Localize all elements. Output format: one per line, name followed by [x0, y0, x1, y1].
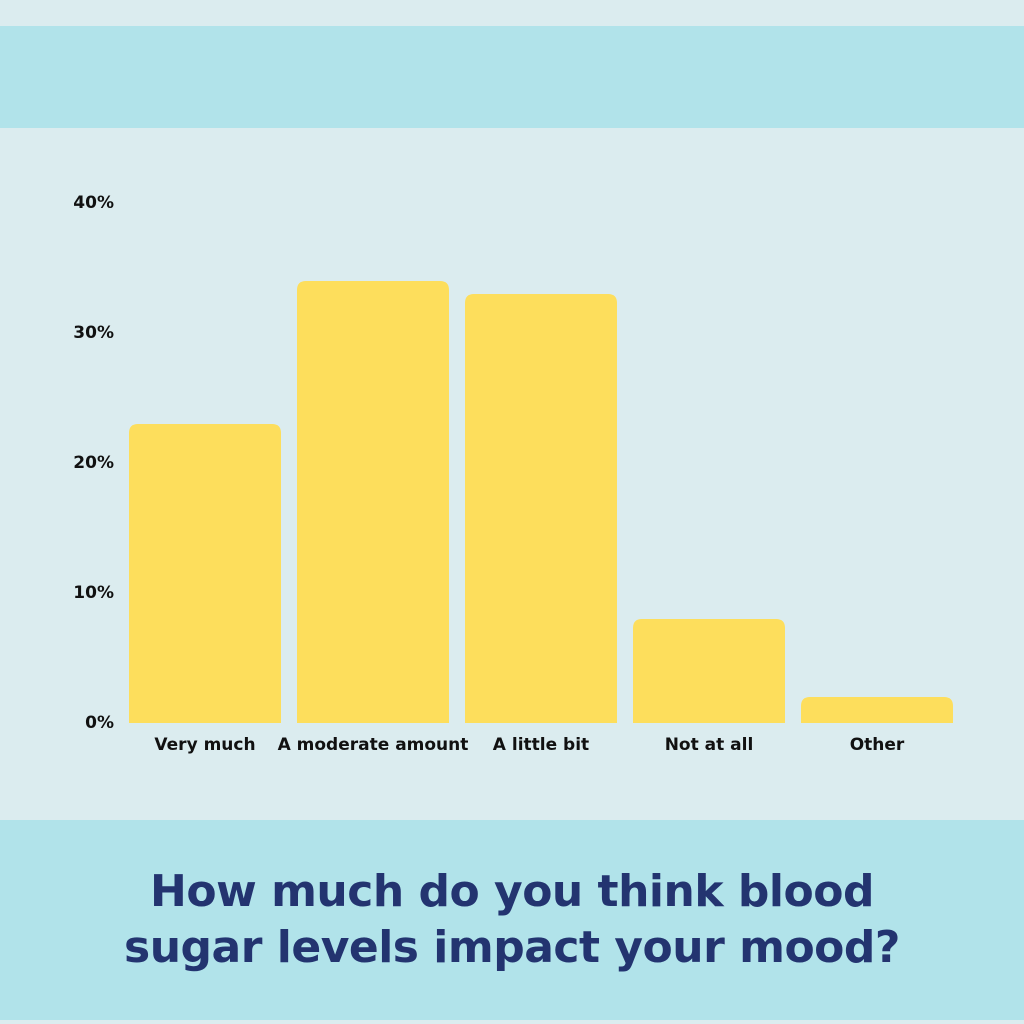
- bars: [129, 281, 953, 723]
- y-tick-label: 40%: [73, 193, 114, 213]
- x-tick-label: Very much: [154, 735, 255, 755]
- bar-very-much: [129, 424, 281, 723]
- y-tick-label: 20%: [73, 453, 114, 473]
- y-axis: 0% 10% 20% 30% 40%: [73, 193, 114, 733]
- y-tick-label: 0%: [85, 713, 114, 733]
- y-tick-label: 30%: [73, 323, 114, 343]
- x-tick-label: A moderate amount: [278, 735, 469, 755]
- x-tick-label: Other: [850, 735, 905, 755]
- bar-not-at-all: [633, 619, 785, 723]
- bar-a-moderate-amount: [297, 281, 449, 723]
- bar-a-little-bit: [465, 294, 617, 723]
- y-tick-label: 10%: [73, 583, 114, 603]
- x-tick-label: A little bit: [493, 735, 589, 755]
- x-tick-label: Not at all: [665, 735, 754, 755]
- chart-title-line-2: sugar levels impact your mood?: [124, 922, 900, 973]
- bar-chart: 0% 10% 20% 30% 40% Very much A moderate amoun…: [73, 193, 953, 755]
- bar-other: [801, 697, 953, 723]
- chart-title-line-1: How much do you think blood: [150, 866, 874, 917]
- bottom-banner: [0, 820, 1024, 1020]
- x-axis: Very much A moderate amount A little bit No…: [154, 735, 904, 755]
- chart-title: How much do you think blood sugar levels…: [0, 864, 1024, 976]
- top-banner: [0, 26, 1024, 128]
